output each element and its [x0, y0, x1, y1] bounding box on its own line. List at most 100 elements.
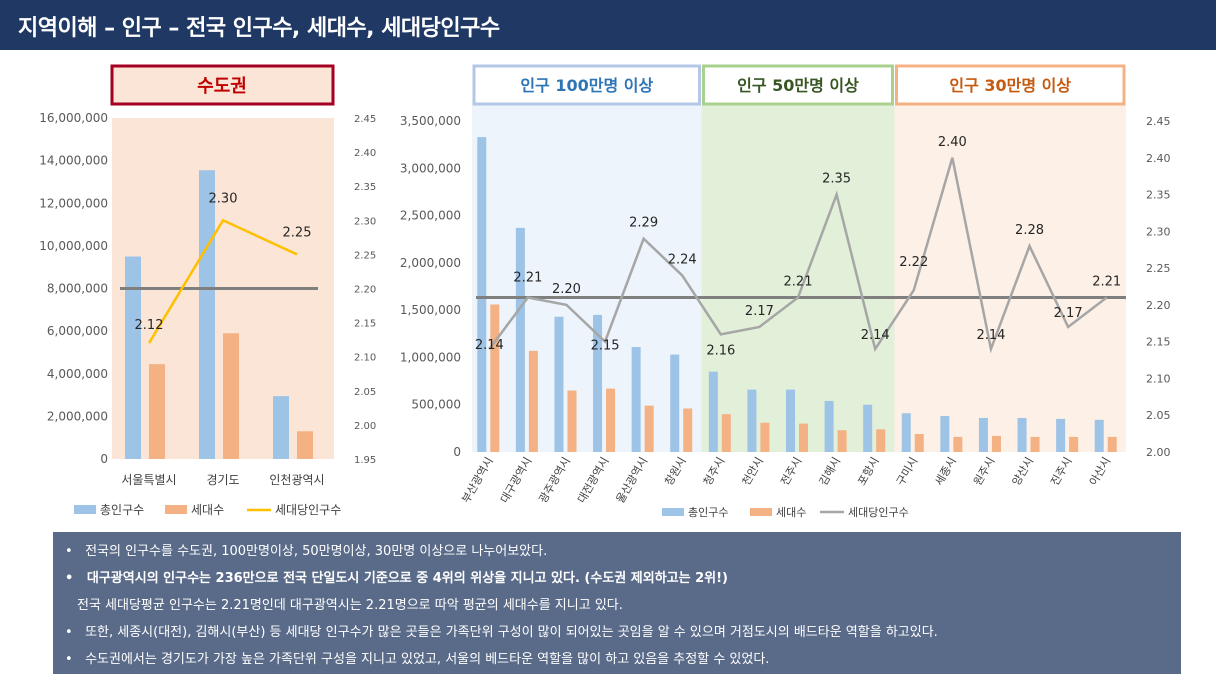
page-title: 지역이해 – 인구 – 전국 인구수, 세대수, 세대당인구수: [18, 16, 500, 41]
right-axis-tick: 2.05: [1146, 409, 1171, 422]
population-bar: [1017, 417, 1027, 452]
category-label: 인천광역시: [269, 472, 324, 487]
ratio-data-label: 2.30: [209, 191, 238, 206]
left-axis-tick: 6,000,000: [47, 324, 108, 338]
left-axis-tick: 12,000,000: [39, 196, 108, 210]
note-text: 수도권에서는 경기도가 가장 높은 가족단위 구성을 지니고 있었고, 서울의 …: [85, 652, 770, 667]
left-axis-tick: 3,000,000: [400, 161, 461, 175]
group-300k-background: [894, 105, 1126, 452]
left-axis-tick: 16,000,000: [39, 111, 108, 125]
ratio-data-label: 2.15: [591, 339, 620, 354]
right-axis-tick: 2.30: [1146, 225, 1171, 238]
note-line-4: • 또한, 세종시(대전), 김해시(부산) 등 세대당 인구수가 많은 곳들은…: [65, 621, 938, 640]
left-axis-tick: 10,000,000: [39, 239, 108, 253]
title-bar: 지역이해 – 인구 – 전국 인구수, 세대수, 세대당인구수: [0, 0, 1216, 50]
note-line-2: • 대구광역시의 인구수는 236만으로 전국 단일도시 기준으로 중 4위의 …: [65, 567, 728, 586]
ratio-data-label: 2.28: [1015, 223, 1044, 238]
ratio-data-label: 2.14: [861, 328, 890, 343]
left-axis-tick: 14,000,000: [39, 154, 108, 168]
ratio-data-label: 2.24: [668, 252, 697, 267]
capital-header-label: 수도권: [197, 76, 247, 97]
household-bar: [914, 434, 924, 452]
bullet: •: [65, 544, 73, 559]
category-label: 전주시: [778, 455, 804, 488]
ratio-data-label: 2.20: [552, 282, 581, 297]
population-bar: [747, 389, 757, 452]
population-bar: [554, 316, 564, 452]
right-axis-tick: 2.05: [354, 387, 376, 398]
legend-label: 세대당인구수: [848, 506, 909, 519]
right-axis-tick: 2.25: [354, 250, 376, 261]
group-300k-header-label: 인구 30만명 이상: [949, 76, 1071, 95]
population-bar: [273, 396, 289, 459]
household-bar: [760, 422, 770, 452]
category-label: 천안시: [739, 455, 766, 488]
right-axis-tick: 2.40: [354, 148, 376, 159]
category-label: 김해시: [816, 455, 843, 488]
left-axis-tick: 2,000,000: [400, 256, 461, 270]
group-500k-background: [701, 105, 895, 452]
ratio-data-label: 2.35: [822, 172, 851, 187]
right-axis-tick: 2.00: [1146, 446, 1171, 459]
right-axis-tick: 2.30: [354, 216, 376, 227]
left-axis-tick: 1,000,000: [400, 350, 461, 364]
group-500k-header-box: [702, 64, 894, 106]
ratio-line: [147, 218, 298, 344]
population-bar: [1094, 419, 1104, 452]
legend-swatch: [165, 505, 187, 514]
ratio-data-label: 2.21: [784, 275, 813, 290]
household-bar: [683, 408, 693, 452]
left-axis-tick: 3,500,000: [400, 114, 461, 128]
ratio-data-label: 2.17: [745, 304, 774, 319]
group-million-header-box: [472, 64, 702, 106]
group-500k-header-label: 인구 50만명 이상: [737, 76, 859, 95]
legend-swatch: [74, 505, 96, 514]
population-bar: [1056, 418, 1066, 452]
right-axis-tick: 2.15: [354, 319, 376, 330]
right-axis-tick: 2.20: [1146, 299, 1171, 312]
note-text: 전국의 인구수를 수도권, 100만명이상, 50만명이상, 30만명 이상으로…: [85, 544, 548, 559]
population-bar: [125, 256, 141, 459]
category-label: 창원시: [662, 455, 688, 488]
legend-swatch: [662, 508, 684, 516]
population-bar: [708, 371, 718, 452]
population-bar: [515, 227, 525, 452]
note-line-5: • 수도권에서는 경기도가 가장 높은 가족단위 구성을 지니고 있었고, 서울…: [65, 648, 769, 667]
charts-canvas: 수도권 0 2,000,000 4,000,000 6,000,000 8,000,000…: [39, 64, 1171, 519]
population-bar: [786, 389, 795, 452]
ratio-data-label: 2.14: [475, 338, 504, 353]
capital-header-box: [110, 64, 335, 106]
population-bar: [824, 400, 834, 452]
category-label: 경기도: [206, 473, 239, 487]
left-axis-tick: 500,000: [411, 398, 461, 412]
legend-label: 총인구수: [100, 503, 144, 517]
right-axis-tick: 2.35: [354, 182, 376, 193]
household-bar: [223, 333, 239, 459]
right-axis-tick: 2.20: [354, 285, 376, 296]
note-text: 대구광역시의 인구수는 236만으로 전국 단일도시 기준으로 중 4위의 위상…: [86, 571, 728, 586]
population-bar: [978, 417, 988, 452]
population-bar: [477, 137, 487, 452]
group-million-background: [472, 105, 702, 452]
population-bar: [199, 170, 215, 459]
household-bar: [297, 431, 313, 459]
legend-label: 총인구수: [688, 506, 728, 519]
household-bar: [644, 405, 654, 452]
category-label: 아산시: [1087, 455, 1113, 488]
note-text: 전국 세대당평균 인구수는 2.21명인데 대구광역시는 2.21명으로 따악 …: [77, 598, 623, 613]
legend-swatch: [750, 508, 772, 516]
household-bar: [490, 304, 500, 452]
category-label: 세종시: [933, 455, 959, 488]
category-label: 광주광역시: [537, 455, 574, 505]
left-axis-tick: 2,500,000: [400, 209, 461, 223]
category-label: 진주시: [1048, 455, 1074, 488]
ratio-data-label: 2.16: [706, 343, 735, 358]
note-line-1: • 전국의 인구수를 수도권, 100만명이상, 50만명이상, 30만명 이상…: [65, 540, 547, 559]
household-bar: [721, 414, 731, 452]
household-bar: [1107, 436, 1117, 452]
household-bar: [799, 423, 808, 452]
household-bar: [149, 364, 165, 459]
right-axis-tick: 2.15: [1146, 336, 1171, 349]
legend-label: 세대수: [776, 506, 806, 519]
right-axis-tick: 2.10: [354, 353, 376, 364]
